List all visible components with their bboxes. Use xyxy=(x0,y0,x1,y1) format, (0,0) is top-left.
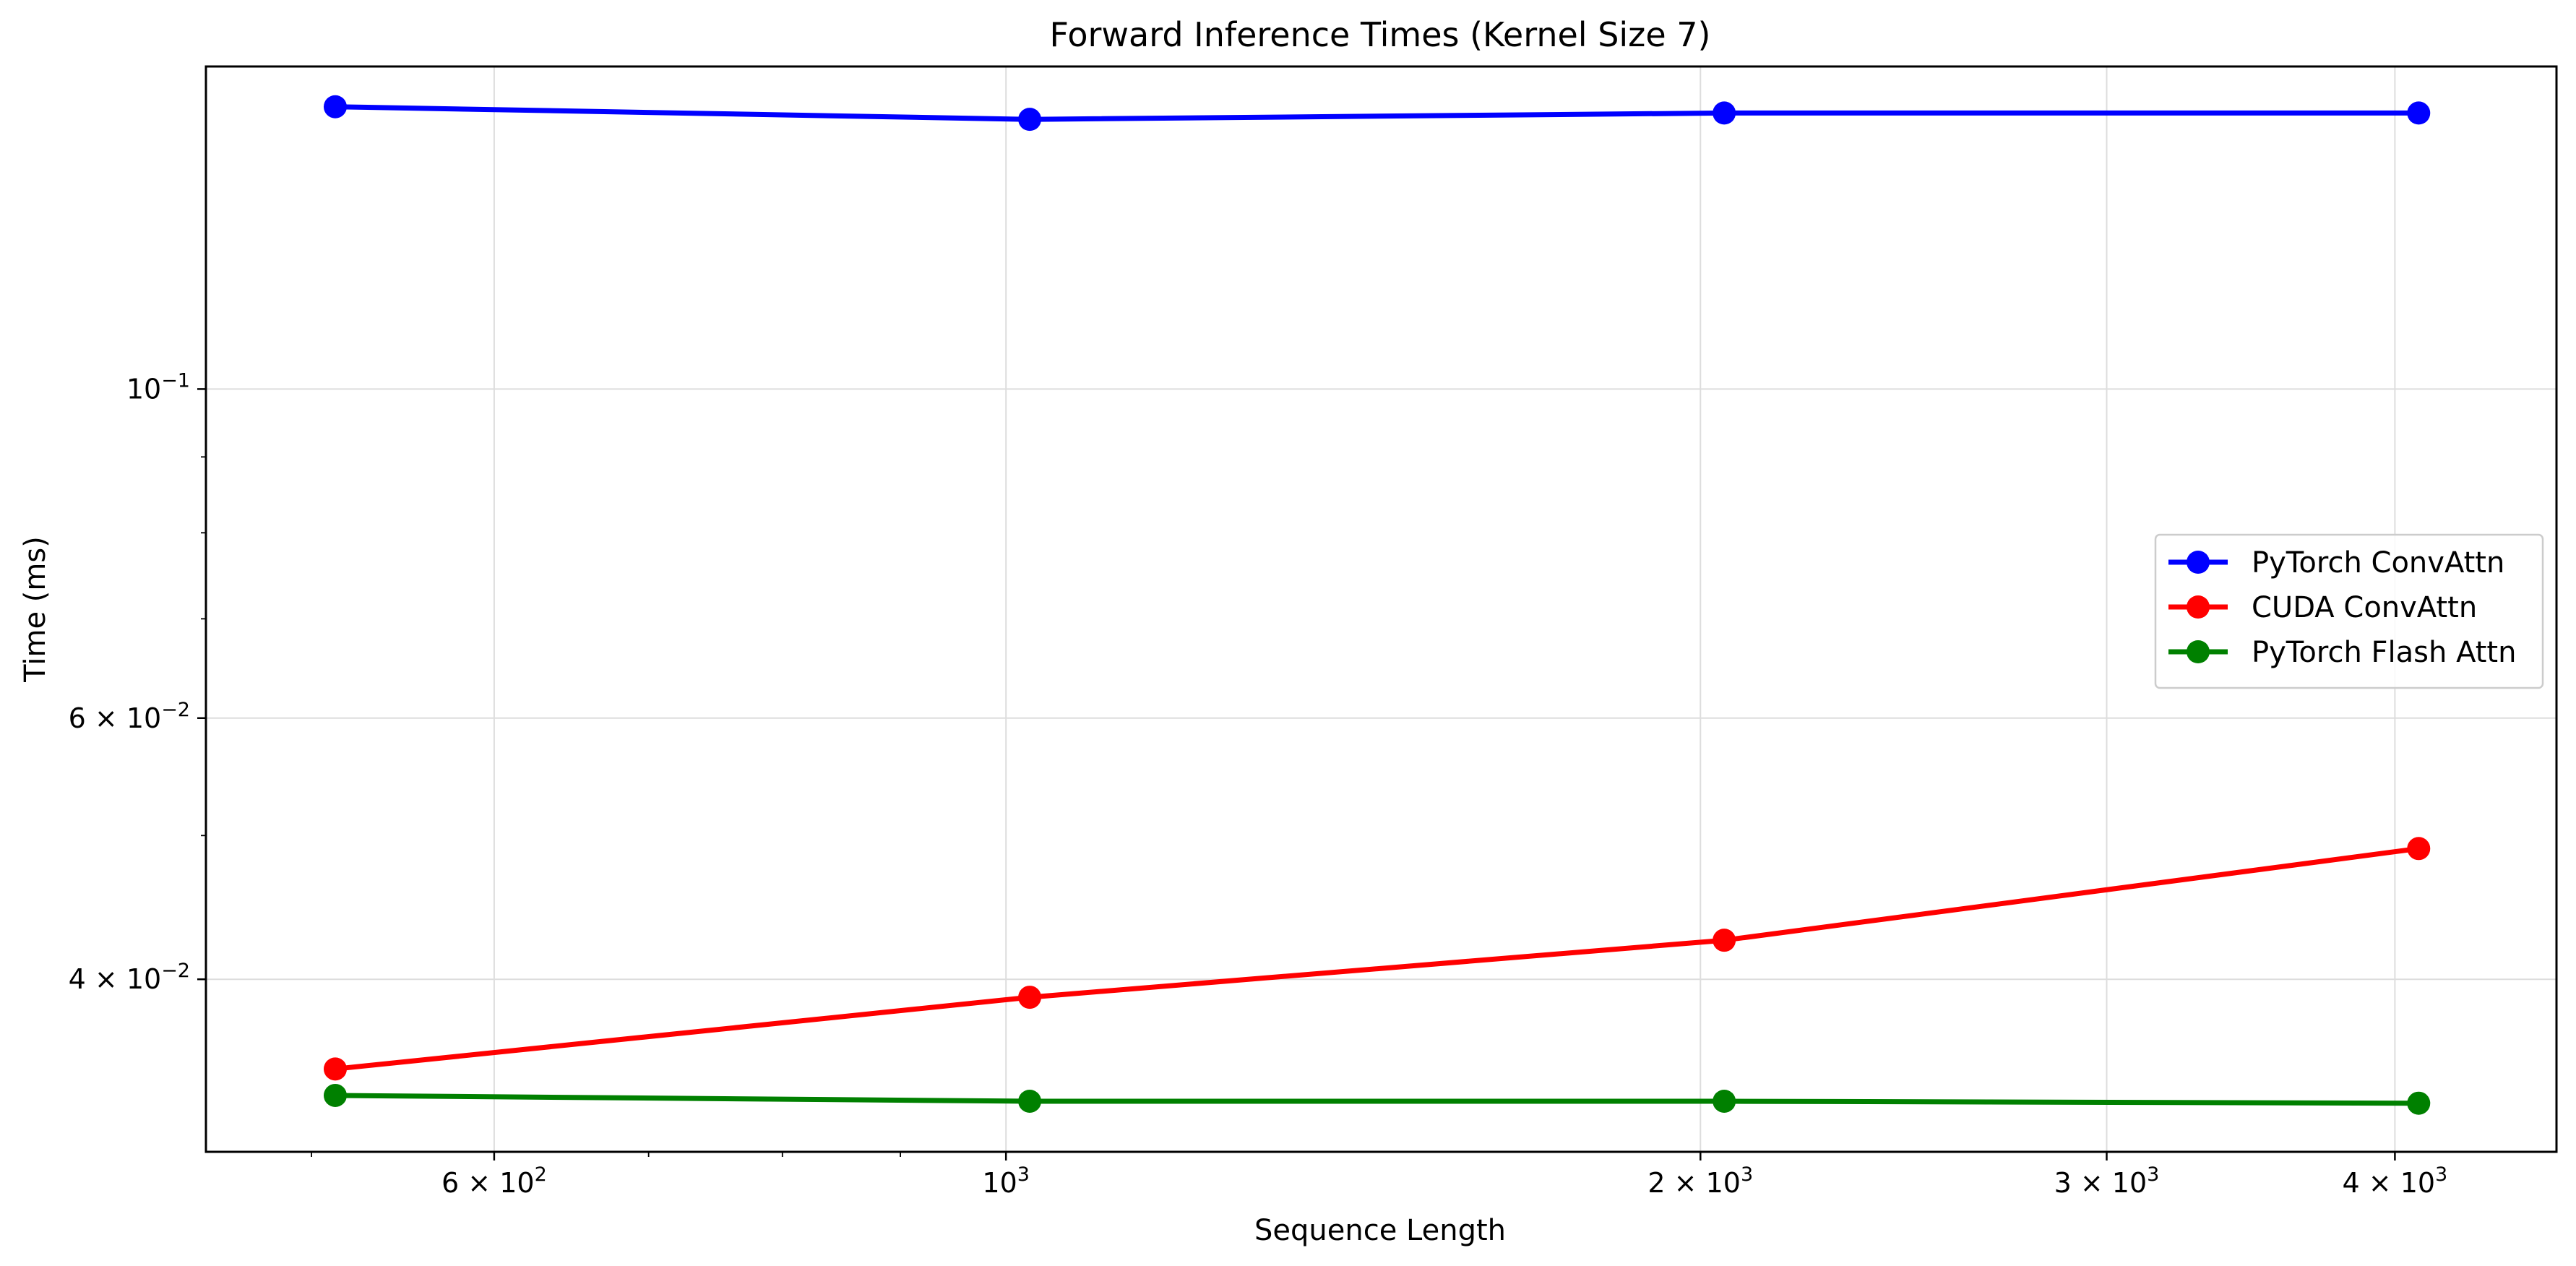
y-tick-label: 10−1 xyxy=(126,369,190,405)
legend-label: PyTorch Flash Attn xyxy=(2252,636,2516,669)
y-tick-label: 4 × 10−2 xyxy=(69,960,190,995)
plot-series xyxy=(323,95,2431,1115)
plot-frame xyxy=(204,65,2558,1153)
x-tick-label: 103 xyxy=(982,1163,1030,1199)
legend-swatch-marker xyxy=(2187,640,2210,663)
data-point-cuda-convattn xyxy=(2407,837,2431,861)
legend: PyTorch ConvAttn CUDA ConvAttn PyTorch Fla… xyxy=(2154,533,2544,689)
data-point-pytorch-convattn xyxy=(1713,101,1736,125)
series-line-cuda-convattn xyxy=(335,845,2419,1072)
data-point-pytorch-convattn xyxy=(1018,108,1042,132)
x-axis-label: Sequence Length xyxy=(1254,1214,1506,1247)
series-line-pytorch-convattn xyxy=(335,104,2419,122)
data-point-cuda-convattn xyxy=(1018,986,1042,1009)
data-point-pytorch-flash-attn xyxy=(1018,1089,1042,1113)
x-tick-label: 4 × 103 xyxy=(2343,1163,2448,1199)
data-point-pytorch-convattn xyxy=(2407,101,2431,125)
y-axis-label: Time (ms) xyxy=(19,536,52,683)
chart-title: Forward Inference Times (Kernel Size 7) xyxy=(1050,15,1711,54)
data-point-pytorch-flash-attn xyxy=(1713,1089,1736,1113)
legend-swatch-marker xyxy=(2187,595,2210,619)
legend-label: CUDA ConvAttn xyxy=(2252,591,2477,624)
legend-swatch-marker xyxy=(2187,551,2210,574)
series-line-pytorch-flash-attn xyxy=(335,1093,2419,1106)
legend-box xyxy=(2154,533,2544,689)
x-tick-label: 6 × 102 xyxy=(441,1163,547,1199)
axis-ticks: 6 × 102 103 2 × 103 3 × 103 4 × 103 4 × 10−2 6… xyxy=(69,369,2448,1199)
data-point-cuda-convattn xyxy=(1713,929,1736,952)
data-point-pytorch-convattn xyxy=(323,95,347,119)
x-tick-label: 2 × 103 xyxy=(1647,1163,1753,1199)
legend-label: PyTorch ConvAttn xyxy=(2252,546,2504,580)
x-tick-label: 3 × 103 xyxy=(2054,1163,2160,1199)
data-point-pytorch-flash-attn xyxy=(2407,1091,2431,1115)
data-point-pytorch-flash-attn xyxy=(323,1083,347,1107)
y-tick-label: 6 × 10−2 xyxy=(69,699,190,734)
data-point-cuda-convattn xyxy=(323,1057,347,1081)
